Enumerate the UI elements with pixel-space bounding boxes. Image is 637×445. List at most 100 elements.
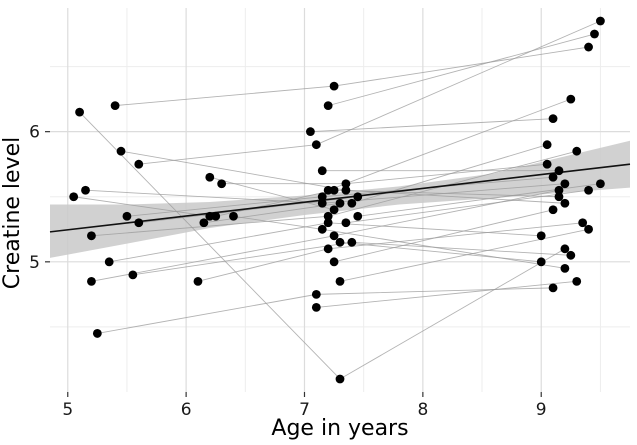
subject-trajectory-line [233, 215, 565, 269]
subject-trajectory-line [79, 111, 566, 380]
data-point [335, 237, 345, 247]
data-point [323, 211, 333, 221]
data-point [229, 211, 238, 221]
data-point [134, 159, 144, 169]
data-point [548, 283, 558, 293]
data-point [323, 218, 333, 228]
data-point [560, 198, 570, 208]
data-point [341, 179, 351, 189]
data-point [554, 192, 564, 202]
data-point [311, 302, 321, 312]
data-point [323, 244, 333, 254]
data-point [596, 179, 605, 189]
data-point [317, 192, 327, 202]
subject-trajectory-line [339, 228, 589, 282]
data-point [110, 101, 120, 111]
data-point [578, 218, 588, 228]
data-point [572, 146, 582, 156]
data-point [566, 250, 576, 260]
data-point [335, 374, 345, 384]
data-point [317, 166, 327, 176]
data-point [341, 218, 351, 228]
data-point [560, 179, 570, 189]
data-point [596, 16, 605, 26]
data-point [329, 257, 339, 267]
data-point [542, 140, 552, 150]
data-point [536, 231, 546, 241]
data-point [548, 172, 558, 182]
data-point [329, 231, 339, 241]
data-point [329, 81, 339, 91]
data-point [353, 211, 363, 221]
data-point [323, 185, 333, 195]
subject-trajectory-line [138, 20, 601, 165]
subject-trajectory-line [328, 33, 595, 107]
data-point [205, 211, 215, 221]
data-point [128, 270, 138, 280]
data-point [542, 159, 552, 169]
subject-trajectory-line [209, 176, 335, 211]
data-point [217, 179, 227, 189]
data-point [323, 101, 333, 111]
data-point [560, 263, 570, 273]
regression-line [49, 163, 631, 233]
data-point [134, 218, 144, 228]
data-point [584, 42, 593, 52]
x-tick-label: 8 [417, 400, 428, 420]
data-point [554, 166, 564, 176]
data-point [311, 140, 321, 150]
data-point [554, 185, 564, 195]
data-point [584, 185, 593, 195]
data-point [590, 29, 599, 39]
data-point [329, 205, 339, 215]
data-point [335, 198, 345, 208]
data-point [536, 257, 546, 267]
x-tick-label: 6 [181, 400, 192, 420]
data-point [104, 257, 114, 267]
data-point [69, 192, 79, 202]
subject-trajectory-line [328, 98, 571, 191]
x-axis-title: Age in years [271, 416, 409, 441]
x-tick-label: 7 [299, 400, 310, 420]
data-point [335, 276, 345, 286]
data-point [81, 185, 90, 195]
subject-trajectory-line [73, 196, 210, 217]
subject-trajectory-line [316, 280, 577, 308]
data-point [193, 276, 203, 286]
data-point [122, 211, 132, 221]
subject-trajectory-line [197, 222, 583, 282]
data-point [347, 198, 357, 208]
data-point [87, 276, 96, 286]
subject-trajectory-line [345, 189, 589, 224]
subject-trajectory-line [310, 118, 554, 133]
data-point [572, 276, 582, 286]
subject-trajectory-line [339, 241, 542, 263]
subject-trajectory-line [203, 202, 341, 224]
data-point [566, 94, 576, 104]
subject-trajectory-line [333, 209, 554, 263]
data-point [584, 224, 593, 234]
x-tick-label: 5 [62, 400, 73, 420]
data-point [311, 289, 321, 299]
data-point [317, 198, 327, 208]
data-point [317, 224, 327, 234]
data-point [353, 192, 363, 202]
data-point [548, 205, 558, 215]
data-point [347, 237, 357, 247]
data-point [306, 127, 315, 137]
data-point [205, 172, 215, 182]
data-point [92, 329, 102, 338]
y-tick-label: 6 [29, 123, 40, 143]
data-point [560, 244, 570, 254]
data-point [75, 107, 84, 117]
data-point [199, 218, 209, 228]
y-tick-label: 5 [29, 253, 40, 273]
data-point [548, 114, 558, 124]
data-point [116, 146, 126, 156]
data-point [87, 231, 96, 241]
y-axis-title: Creatine level [0, 136, 25, 290]
data-point [341, 185, 351, 195]
x-tick-label: 9 [536, 400, 547, 420]
